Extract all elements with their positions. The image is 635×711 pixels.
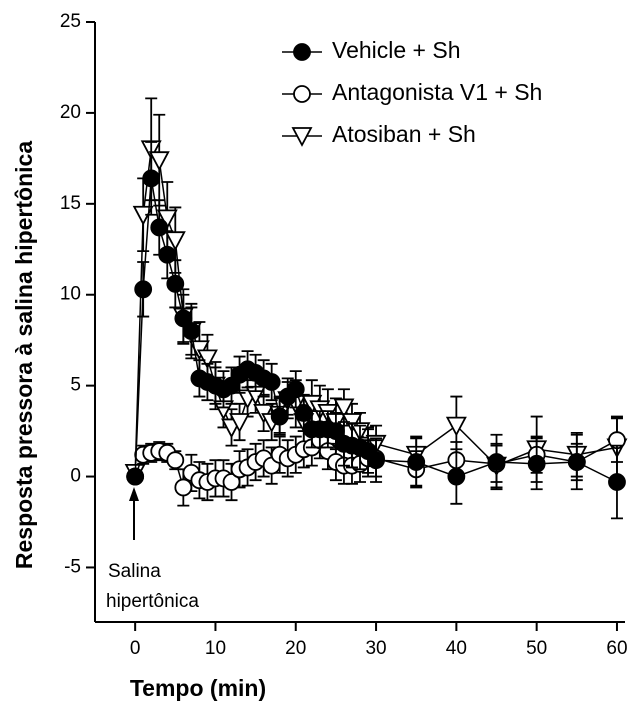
- marker: [166, 274, 185, 293]
- marker: [134, 280, 153, 299]
- x-tick-label: 50: [526, 638, 547, 659]
- marker: [156, 209, 178, 230]
- marker: [445, 416, 467, 437]
- annotation: hipertônica: [106, 591, 199, 612]
- marker: [196, 349, 218, 370]
- x-tick-label: 60: [606, 638, 627, 659]
- legend-marker: [293, 43, 311, 61]
- y-tick-label: 20: [60, 102, 81, 123]
- marker: [567, 453, 586, 471]
- marker: [164, 231, 186, 252]
- marker: [487, 453, 506, 471]
- x-tick-label: 0: [130, 638, 141, 659]
- marker: [262, 373, 281, 391]
- marker: [174, 478, 193, 497]
- y-tick-label: 5: [70, 375, 81, 396]
- legend-label: Vehicle + Sh: [332, 37, 461, 63]
- x-tick-label: 30: [365, 638, 386, 659]
- x-tick-label: 10: [205, 638, 226, 659]
- marker: [148, 151, 170, 172]
- x-axis-label: Tempo (min): [130, 675, 266, 701]
- y-tick-label: 25: [60, 11, 81, 32]
- marker: [174, 309, 193, 328]
- marker: [286, 380, 305, 399]
- marker: [333, 398, 355, 419]
- y-tick-label: -5: [64, 556, 81, 577]
- y-tick-label: 0: [70, 466, 81, 487]
- marker: [608, 473, 626, 491]
- y-tick-label: 15: [60, 193, 81, 214]
- marker: [407, 453, 426, 471]
- marker: [367, 451, 385, 470]
- marker: [222, 473, 241, 491]
- marker: [327, 422, 345, 440]
- legend-label: Atosiban + Sh: [332, 121, 476, 147]
- annotation-arrowhead: [129, 487, 139, 501]
- marker: [166, 451, 185, 470]
- marker: [182, 322, 201, 340]
- legend-marker: [291, 127, 313, 147]
- marker: [527, 454, 546, 473]
- y-tick-label: 10: [60, 284, 81, 305]
- marker: [126, 467, 145, 486]
- marker: [142, 169, 161, 188]
- marker: [447, 467, 466, 486]
- annotation: Salina: [108, 561, 161, 582]
- legend-marker: [293, 85, 311, 103]
- y-axis-label: Resposta pressora à salina hipertônica: [11, 141, 37, 569]
- marker: [270, 407, 289, 426]
- x-tick-label: 20: [285, 638, 306, 659]
- marker: [150, 218, 169, 237]
- marker: [229, 413, 251, 433]
- marker: [294, 404, 313, 422]
- x-tick-label: 40: [446, 638, 467, 659]
- marker: [158, 245, 177, 264]
- legend-label: Antagonista V1 + Sh: [332, 79, 542, 105]
- series-line: [134, 147, 618, 473]
